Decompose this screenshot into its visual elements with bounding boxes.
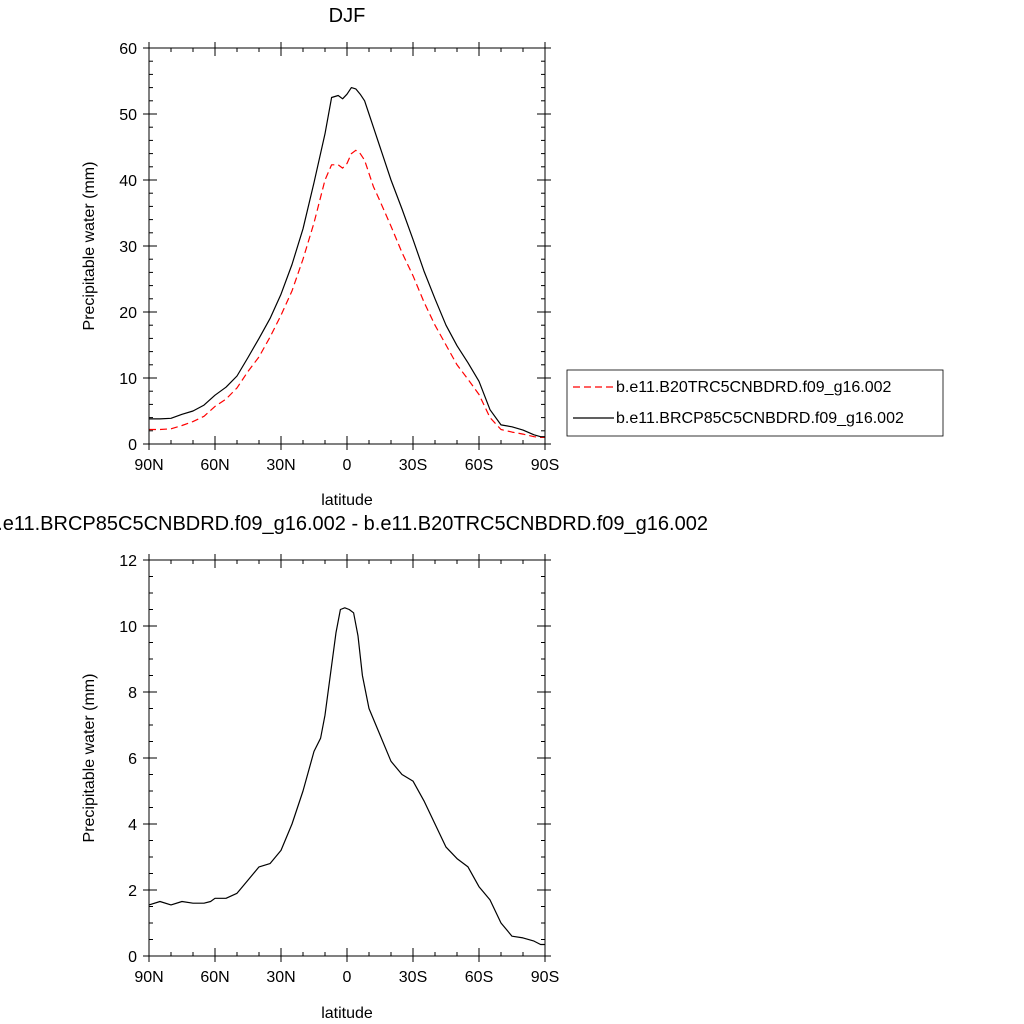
x-tick-label: 90N — [134, 457, 163, 474]
x-axis-label: latitude — [321, 492, 373, 509]
y-tick-label: 40 — [119, 173, 137, 190]
y-tick-label: 8 — [128, 685, 137, 702]
y-tick-label: 4 — [128, 817, 137, 834]
x-tick-label: 60N — [200, 457, 229, 474]
x-tick-label: 90S — [531, 969, 559, 986]
axis-ticks: 90N 60N 30N 0 30S 60S 90S 0 10 20 30 40 50 60 — [119, 41, 559, 474]
y-tick-label: 10 — [119, 371, 137, 388]
y-tick-label: 10 — [119, 619, 137, 636]
y-tick-label: 6 — [128, 751, 137, 768]
legend: b.e11.B20TRC5CNBDRD.f09_g16.002 b.e11.BR… — [566, 369, 944, 437]
x-tick-label: 60N — [200, 969, 229, 986]
x-tick-label: 30S — [399, 969, 427, 986]
x-axis-label: latitude — [321, 1005, 373, 1022]
legend-label-b20trc: b.e11.B20TRC5CNBDRD.f09_g16.002 — [616, 379, 892, 396]
y-tick-label: 60 — [119, 41, 137, 58]
x-tick-label: 0 — [343, 969, 352, 986]
panel-djf: DJF Precipitable water (mm) latitude 90N… — [81, 5, 944, 509]
panel-title: DJF — [329, 5, 366, 27]
x-tick-label: 60S — [465, 457, 493, 474]
legend-box — [566, 369, 944, 437]
y-tick-label: 2 — [128, 883, 137, 900]
x-tick-label: 60S — [465, 969, 493, 986]
series-line-1 — [149, 86, 545, 438]
y-tick-label: 12 — [119, 553, 137, 570]
series-line-0 — [149, 149, 545, 438]
y-tick-label: 50 — [119, 107, 137, 124]
x-tick-label: 90N — [134, 969, 163, 986]
y-tick-label: 30 — [119, 239, 137, 256]
plot-frame — [148, 559, 546, 957]
y-tick-label: 0 — [128, 437, 137, 454]
x-tick-label: 0 — [343, 457, 352, 474]
x-tick-label: 90S — [531, 457, 559, 474]
plot-frame — [148, 47, 546, 445]
panel-title: b.e11.BRCP85C5CNBDRD.f09_g16.002 - b.e11… — [0, 513, 708, 535]
panel-difference: b.e11.BRCP85C5CNBDRD.f09_g16.002 - b.e11… — [0, 513, 708, 1022]
series-lines — [148, 607, 545, 946]
x-tick-label: 30N — [266, 457, 295, 474]
y-axis-label: Precipitable water (mm) — [81, 674, 98, 843]
y-axis-label: Precipitable water (mm) — [81, 162, 98, 331]
y-tick-label: 0 — [128, 949, 137, 966]
series-line-0 — [148, 607, 545, 946]
legend-label-brcp85: b.e11.BRCP85C5CNBDRD.f09_g16.002 — [616, 410, 904, 427]
y-tick-label: 20 — [119, 305, 137, 322]
x-tick-label: 30N — [266, 969, 295, 986]
axis-ticks: 90N 60N 30N 0 30S 60S 90S 0 2 4 6 8 10 12 — [119, 553, 559, 986]
x-tick-label: 30S — [399, 457, 427, 474]
series-lines — [149, 86, 545, 438]
